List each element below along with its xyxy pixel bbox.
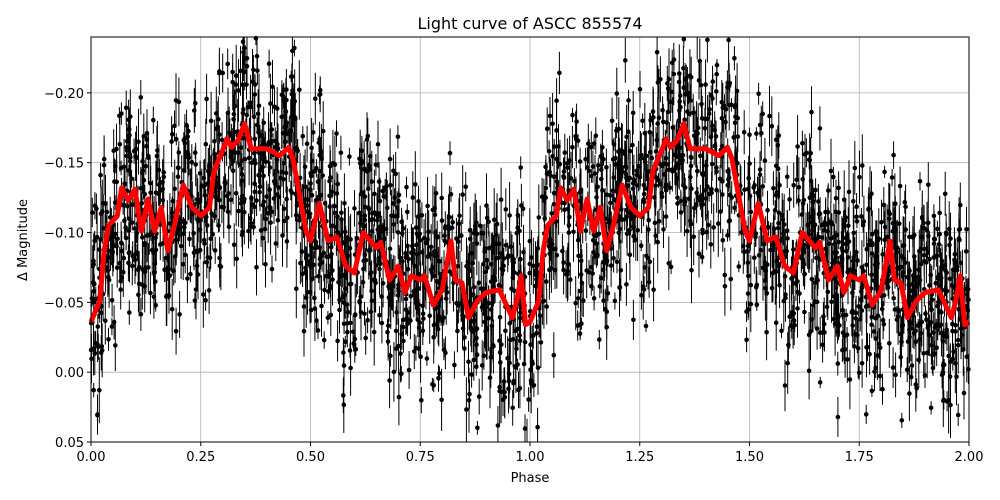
y-tick-label: 0.05 <box>55 436 84 451</box>
y-tick-label: −0.10 <box>44 227 84 242</box>
x-tick-label: 0.00 <box>77 450 106 465</box>
y-tick-label: 0.00 <box>55 366 84 381</box>
x-tick-label: 1.50 <box>735 450 764 465</box>
x-tick-label: 1.75 <box>845 450 874 465</box>
x-tick-label: 0.25 <box>186 450 215 465</box>
x-axis-label: Phase <box>511 471 550 486</box>
y-tick-label: −0.20 <box>44 87 84 102</box>
chart-title: Light curve of ASCC 855574 <box>417 14 642 33</box>
x-tick-label: 1.00 <box>516 450 545 465</box>
x-tick-label: 1.25 <box>625 450 654 465</box>
y-axis-label: Δ Magnitude <box>16 199 31 281</box>
x-tick-label: 0.75 <box>406 450 435 465</box>
x-tick-label: 2.00 <box>955 450 984 465</box>
y-tick-label: −0.05 <box>44 296 84 311</box>
x-tick-label: 0.50 <box>296 450 325 465</box>
y-tick-label: −0.15 <box>44 157 84 172</box>
